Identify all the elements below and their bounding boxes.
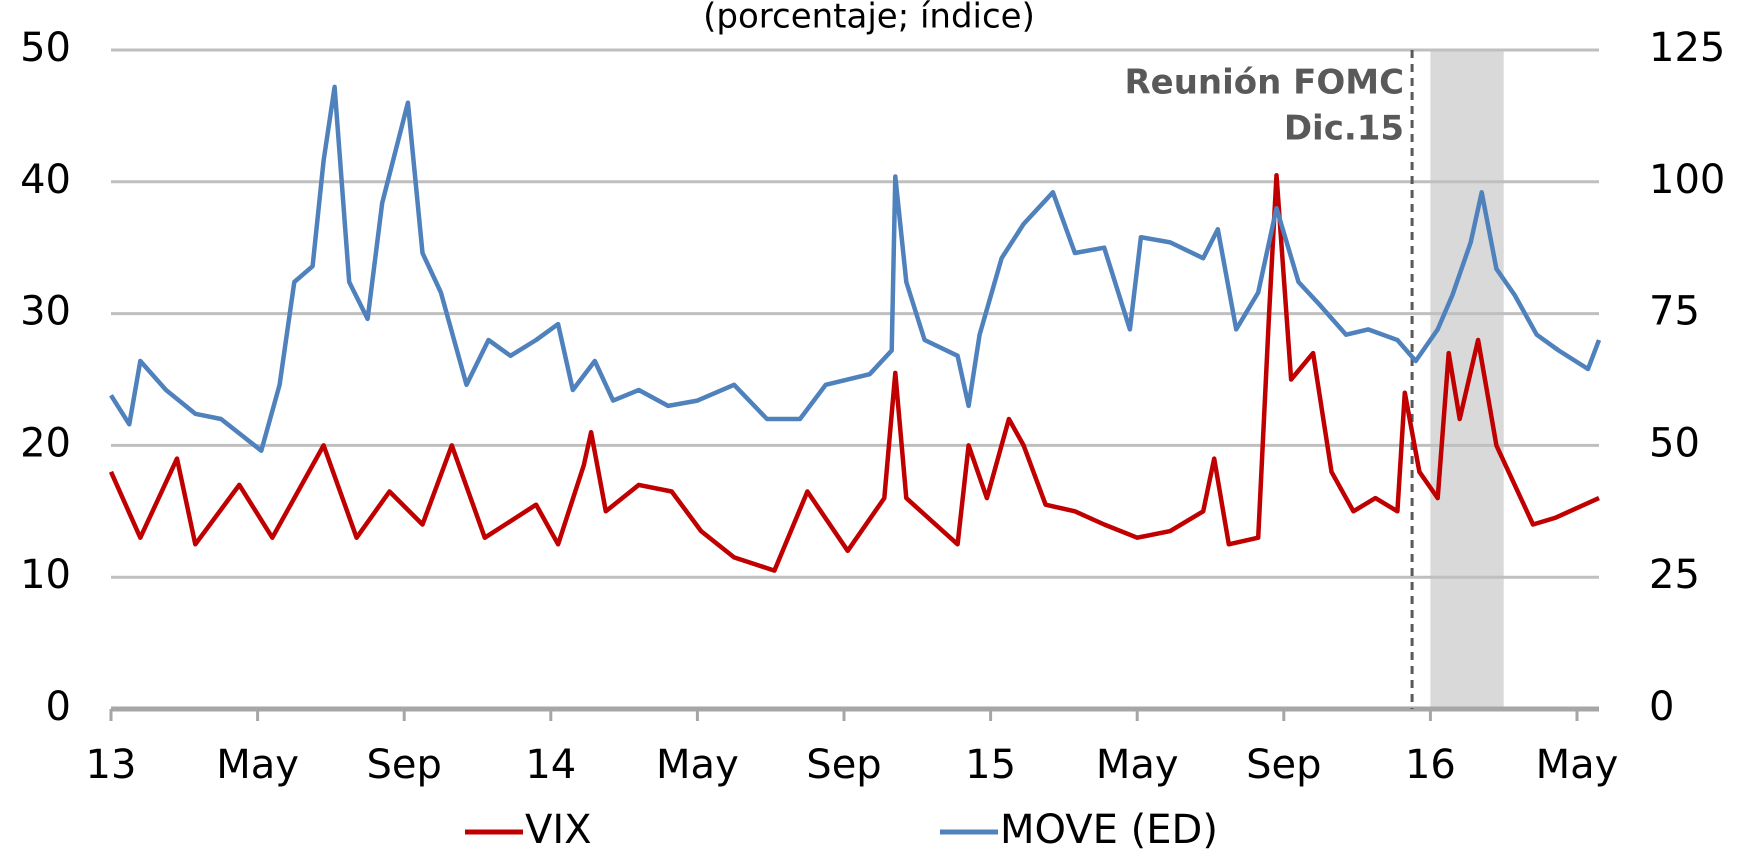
x-tick-label: May xyxy=(656,742,739,788)
y-tick-label: 30 xyxy=(20,289,71,335)
annotation: Reunión FOMC xyxy=(1124,63,1404,103)
y2-tick-label: 0 xyxy=(1649,684,1674,730)
x-tick-label: Sep xyxy=(367,742,442,788)
x-tick-label: 16 xyxy=(1405,742,1456,788)
y2-tick-label: 50 xyxy=(1649,420,1700,466)
chart-subtitle: (porcentaje; índice) xyxy=(703,0,1035,37)
y-tick-label: 10 xyxy=(20,552,71,598)
y-tick-label: 20 xyxy=(20,420,71,466)
series-line xyxy=(109,84,1602,453)
y2-tick-label: 125 xyxy=(1649,25,1725,71)
y2-tick-label: 25 xyxy=(1649,552,1700,598)
series-line xyxy=(108,172,1600,573)
legend-label: MOVE (ED) xyxy=(1000,807,1218,852)
legend-label: VIX xyxy=(525,807,592,852)
y-tick-label: 40 xyxy=(20,157,71,203)
annotation: Dic.15 xyxy=(1284,109,1404,149)
x-tick-label: May xyxy=(1536,742,1619,788)
y2-tick-label: 100 xyxy=(1649,157,1725,203)
y-tick-label: 50 xyxy=(20,25,71,71)
x-tick-label: May xyxy=(1096,742,1179,788)
x-tick-label: 15 xyxy=(965,742,1016,788)
y2-tick-label: 75 xyxy=(1649,289,1700,335)
x-tick-label: Sep xyxy=(1246,742,1321,788)
y-tick-label: 0 xyxy=(46,684,71,730)
x-tick-label: Sep xyxy=(806,742,881,788)
x-tick-label: 14 xyxy=(525,742,576,788)
x-tick-label: 13 xyxy=(86,742,137,788)
x-tick-label: May xyxy=(216,742,299,788)
